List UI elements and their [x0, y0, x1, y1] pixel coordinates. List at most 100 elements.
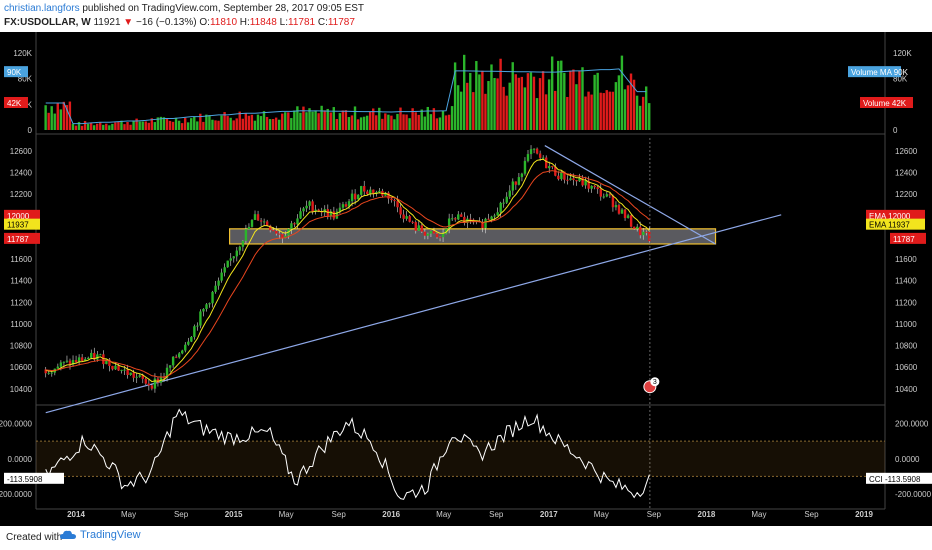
candle-body: [444, 228, 448, 234]
volume-bar: [332, 107, 335, 130]
volume-bar: [274, 117, 278, 130]
volume-panel[interactable]: [44, 54, 651, 131]
volume-bar: [475, 61, 478, 130]
ema-slow-line: [45, 170, 650, 378]
price-badge-text: EMA 12000: [869, 212, 911, 221]
volume-bar: [614, 82, 618, 130]
volume-bar: [214, 120, 217, 130]
volume-bar: [141, 121, 144, 130]
candle-body: [247, 226, 251, 230]
open-value: 11810: [209, 17, 238, 28]
cci-panel[interactable]: [36, 408, 885, 500]
volume-bar: [238, 111, 241, 130]
candle-body: [523, 160, 527, 174]
volume-bar: [129, 124, 132, 130]
volume-bar: [335, 118, 339, 130]
candle-body: [187, 341, 190, 345]
candle-body: [99, 354, 102, 356]
volume-bar: [165, 118, 169, 130]
volume-bar: [459, 91, 463, 130]
volume-bar: [626, 85, 630, 130]
candle-body: [626, 215, 630, 219]
chart-svg[interactable]: 3 120K120K80K80K40K40K001260012600124001…: [0, 32, 932, 526]
volume-bar: [390, 115, 393, 130]
tradingview-logo[interactable]: TradingView: [60, 529, 141, 541]
volume-bar: [593, 74, 596, 130]
volume-bar: [326, 108, 329, 130]
trendline[interactable]: [544, 145, 716, 245]
volume-bar: [171, 121, 175, 130]
candle-body: [560, 171, 563, 180]
candle-body: [144, 378, 148, 384]
volume-tick-label: 0: [893, 126, 898, 135]
chart-area[interactable]: 3 120K120K80K80K40K40K001260012600124001…: [0, 32, 932, 526]
candle-body: [623, 209, 627, 219]
author-link[interactable]: christian.langfors: [4, 3, 80, 14]
open-label: O:: [199, 17, 210, 28]
candle-body: [184, 344, 187, 351]
trendline[interactable]: [45, 214, 782, 414]
candle-body: [514, 181, 518, 185]
price-tick-label: 10600: [895, 363, 918, 372]
volume-bar: [484, 93, 487, 130]
volume-bar: [86, 123, 90, 130]
volume-bar: [356, 119, 360, 130]
volume-bar: [602, 93, 605, 130]
volume-ma-badge-text: 90K: [7, 68, 22, 77]
volume-bar: [350, 115, 354, 130]
candle-body: [268, 225, 272, 231]
volume-bar: [384, 113, 387, 130]
volume-bar: [190, 118, 193, 130]
volume-bar: [487, 81, 490, 130]
volume-bar: [62, 101, 66, 130]
volume-bar: [186, 122, 190, 130]
volume-bar: [499, 58, 502, 130]
volume-bar: [502, 86, 505, 130]
candle-body: [454, 218, 457, 220]
time-axis-label: 2015: [225, 510, 243, 519]
price-tick-label: 12400: [10, 169, 33, 178]
candle-body: [584, 180, 587, 186]
candle-body: [347, 201, 351, 207]
volume-bar: [299, 112, 302, 130]
volume-bar: [641, 96, 645, 130]
candle-body: [123, 369, 126, 371]
candle-body: [481, 222, 484, 229]
candle-body: [429, 231, 433, 234]
low-value: 11781: [288, 17, 316, 28]
cci-badge-text: -113.5908: [7, 475, 43, 484]
volume-badge: [860, 97, 913, 108]
candle-body: [450, 218, 454, 220]
event-count-badge[interactable]: [650, 377, 660, 387]
volume-bar: [396, 113, 399, 130]
candle-body: [496, 212, 499, 216]
volume-bar: [211, 119, 214, 130]
candle-body: [526, 154, 530, 161]
close-label: C:: [317, 17, 328, 28]
volume-bar: [611, 91, 615, 130]
candle-body: [587, 180, 590, 189]
volume-bar: [196, 121, 199, 130]
candle-body: [602, 196, 606, 198]
candle-body: [50, 372, 53, 374]
volume-bar: [314, 110, 317, 130]
cci-tick-label: 0.0000: [8, 455, 33, 464]
volume-bar: [120, 120, 123, 130]
volume-bar: [408, 118, 411, 130]
support-zone[interactable]: [229, 228, 717, 245]
candle-body: [593, 185, 596, 188]
volume-bar: [347, 117, 351, 130]
volume-bar: [538, 78, 542, 130]
down-arrow-icon: ▼: [123, 17, 134, 28]
candle-body: [508, 190, 511, 197]
price-panel[interactable]: 3: [44, 138, 782, 508]
value-badges: 90K 42K Volume MA 90K Volume 42K 12000 EMA 12…: [4, 66, 932, 484]
candle-body: [138, 375, 141, 377]
volume-bar: [378, 107, 381, 130]
candle-body: [108, 359, 111, 366]
event-count-label: 3: [653, 379, 657, 386]
candle-body: [402, 214, 405, 219]
candle-body: [171, 356, 175, 366]
candle-body: [202, 308, 205, 312]
volume-bar: [95, 123, 99, 130]
